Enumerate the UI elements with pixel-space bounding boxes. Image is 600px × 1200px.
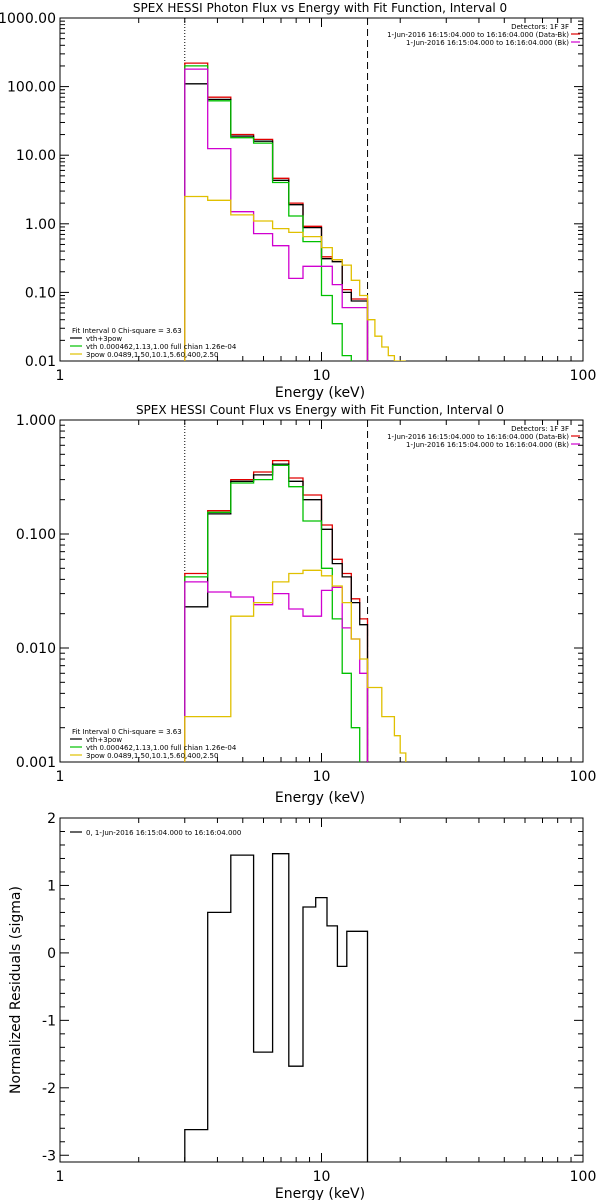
fit-text: vth 0.000462,1.13,1.00 full chian 1.26e-… [86,744,237,752]
series-line [184,464,361,762]
series-line [184,853,369,1162]
legend-text: 0, 1-Jun-2016 16:15:04.000 to 16:16:04.0… [86,829,241,837]
series-line [184,569,407,762]
count-flux-xlabel: Energy (keV) [275,790,365,806]
photon-flux-title: SPEX HESSI Photon Flux vs Energy with Fi… [133,1,507,15]
x-tick-label: 1 [56,368,65,384]
y-tick-label: 0.01 [25,354,56,370]
fit-text: vth 0.000462,1.13,1.00 full chian 1.26e-… [86,343,237,351]
residuals-ylabel: Normalized Residuals (sigma) [8,886,24,1094]
fit-text: Fit Interval 0 Chi-square = 3.63 [72,728,182,736]
series-line [184,65,352,361]
count-flux-title: SPEX HESSI Count Flux vs Energy with Fit… [136,403,504,417]
y-tick-label: 10.00 [16,148,56,164]
x-tick-label: 1 [56,769,65,785]
fit-text: 3pow 0.0489,1.50,10.1,5.60,400,2.50 [86,752,218,760]
x-tick-label: 10 [313,769,331,785]
fit-text: vth+3pow [86,736,122,744]
series-line [184,83,369,361]
series-group [184,62,406,361]
y-tick-label: 0.010 [16,641,56,657]
info-text: 1-Jun-2016 16:15:04.000 to 16:16:04.000 … [406,39,569,47]
series-group [184,459,407,762]
info-text: Detectors: 1F 3F [511,23,569,31]
series-line [184,62,369,361]
y-tick-label: 0 [47,946,56,962]
photon-flux-xlabel: Energy (keV) [275,385,365,401]
y-tick-label: -3 [42,1148,56,1164]
x-tick-label: 10 [313,1169,331,1185]
series-line [184,581,369,762]
info-text: 1-Jun-2016 16:15:04.000 to 16:16:04.000 … [387,433,569,441]
fit-text: vth+3pow [86,335,122,343]
fit-text: Fit Interval 0 Chi-square = 3.63 [72,327,182,335]
y-tick-label: -1 [42,1013,56,1029]
series-line [184,195,406,361]
count-flux-panel: SPEX HESSI Count Flux vs Energy with Fit… [16,403,596,806]
plot-frame [59,817,584,1163]
info-text: 1-Jun-2016 16:15:04.000 to 16:16:04.000 … [406,441,569,449]
series-line [184,463,369,762]
info-text: Detectors: 1F 3F [511,425,569,433]
fit-text: 3pow 0.0489,1.50,10.1,5.60,400,2.50 [86,351,218,359]
plot-frame [59,17,584,362]
y-tick-label: 100.00 [7,80,56,96]
y-tick-label: -2 [42,1081,56,1097]
x-tick-label: 10 [313,368,331,384]
x-tick-label: 100 [570,1169,597,1185]
y-tick-label: 1000.00 [0,11,56,27]
info-text: 1-Jun-2016 16:15:04.000 to 16:16:04.000 … [387,31,569,39]
y-tick-label: 1.00 [25,217,56,233]
y-tick-label: 0.100 [16,527,56,543]
y-tick-label: 0.001 [16,755,56,771]
x-tick-label: 100 [570,769,597,785]
x-tick-label: 100 [570,368,597,384]
photon-flux-panel: SPEX HESSI Photon Flux vs Energy with Fi… [0,1,596,401]
residuals-xlabel: Energy (keV) [275,1186,365,1200]
y-tick-label: 2 [47,811,56,827]
series-group [184,853,369,1162]
series-line [184,68,369,361]
y-tick-label: 1 [47,878,56,894]
y-tick-label: 0.10 [25,285,56,301]
x-tick-label: 1 [56,1169,65,1185]
y-tick-label: 1.000 [16,413,56,429]
